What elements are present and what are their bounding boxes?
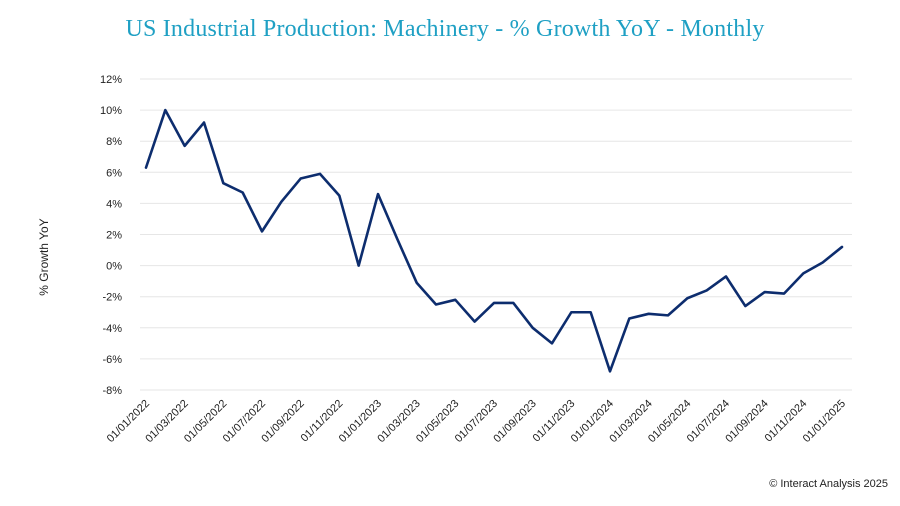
chart-title: US Industrial Production: Machinery - % …	[125, 16, 765, 42]
y-tick-label: -2%	[102, 292, 122, 304]
y-axis-ticks: -8% -6% -4% -2% 0% 2% 4% 6% 8% 10% 12%	[100, 74, 122, 397]
y-tick-label: 12%	[100, 74, 122, 86]
series-line	[144, 108, 844, 373]
copyright-notice: © Interact Analysis 2025	[769, 478, 888, 490]
y-tick-label: -4%	[102, 323, 122, 335]
x-axis-ticks: 01/01/202201/03/202201/05/202201/07/2022…	[105, 398, 848, 445]
y-tick-label: 4%	[106, 198, 122, 210]
y-tick-label: 10%	[100, 105, 122, 117]
y-tick-label: -6%	[102, 354, 122, 366]
series-layer	[144, 108, 844, 373]
y-tick-label: 8%	[106, 136, 122, 148]
y-tick-label: 0%	[106, 261, 122, 273]
y-tick-label: -8%	[102, 385, 122, 397]
y-tick-label: 6%	[106, 167, 122, 179]
gridlines	[140, 78, 852, 391]
y-tick-label: 2%	[106, 230, 122, 242]
